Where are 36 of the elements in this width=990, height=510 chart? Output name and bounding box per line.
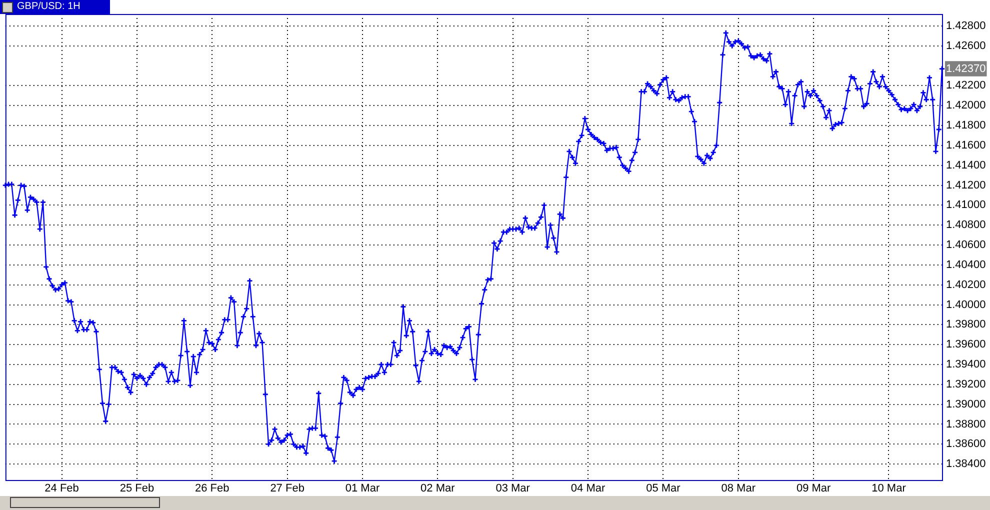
y-tick-label: 1.40400 [946,258,986,271]
x-tick-label: 02 Mar [420,482,456,495]
y-tick-label: 1.41000 [946,199,986,212]
y-tick-label: 1.38800 [946,418,986,430]
y-tick-label: 1.39800 [946,318,986,331]
x-tick-label: 26 Feb [195,482,230,495]
y-tick-label: 1.42370 [946,62,986,75]
y-tick-label: 1.40600 [946,239,986,252]
y-tick-label: 1.39600 [946,338,986,351]
y-tick-label: 1.40000 [946,298,986,311]
y-tick-label: 1.41600 [946,139,986,152]
x-tick-label: 08 Mar [721,482,756,495]
y-tick-label: 1.41400 [946,159,986,172]
y-tick-label: 1.39400 [946,358,986,371]
x-tick-label: 10 Mar [872,482,906,495]
y-tick-label: 1.40800 [946,219,986,232]
y-tick-label: 1.42200 [946,80,986,92]
y-tick-label: 1.38400 [946,458,986,470]
y-tick-label: 1.41200 [946,179,986,192]
x-tick-label: 25 Feb [120,482,154,495]
x-tick-label: 04 Mar [570,482,606,495]
y-tick-label: 1.42800 [946,20,986,32]
x-tick-label: 27 Feb [270,482,304,495]
y-tick-label: 1.41800 [946,120,986,132]
chart-title: GBP/USD: 1H [17,0,80,14]
y-tick-label: 1.40200 [946,278,986,291]
x-tick-label: 01 Mar [345,482,380,495]
y-tick-label: 1.38600 [946,438,986,450]
y-tick-label: 1.39000 [946,398,986,410]
x-tick-label: 09 Mar [796,482,832,495]
y-tick-label: 1.39200 [946,378,986,390]
y-tick-label: 1.42000 [946,100,986,112]
y-tick-label: 1.42600 [946,40,986,52]
x-tick-label: 24 Feb [44,482,79,495]
x-tick-label: 05 Mar [646,482,681,495]
x-tick-label: 03 Mar [496,482,530,495]
